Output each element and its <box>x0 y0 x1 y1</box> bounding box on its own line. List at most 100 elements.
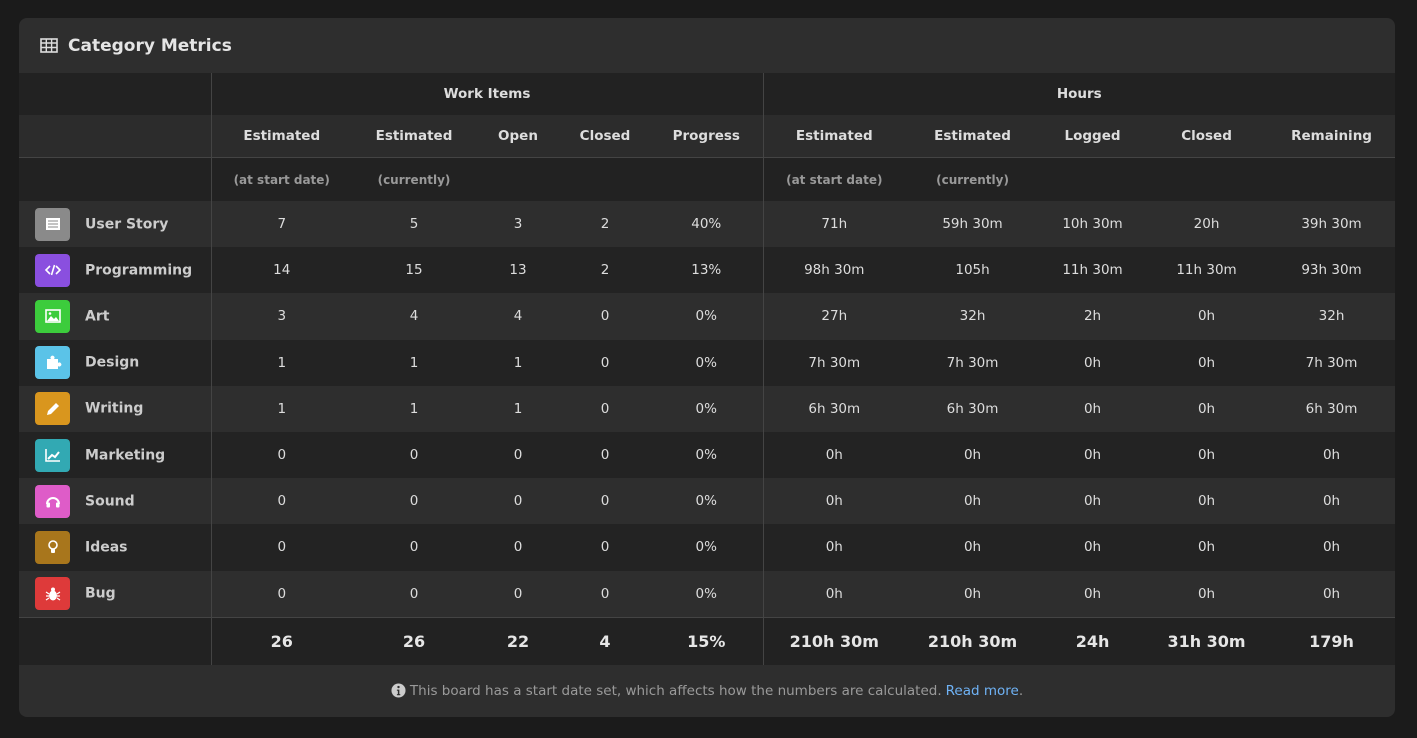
column-subheader <box>560 157 650 201</box>
cell-closed: 0h <box>1145 293 1269 340</box>
metrics-table: Work Items Hours Estimated Estimated Open C… <box>19 73 1395 665</box>
cell-open: 0 <box>476 570 560 618</box>
totals-row: 26 26 22 4 15% 210h 30m 210h 30m 24h 31h 30m 179h <box>19 616 1395 665</box>
cell-estimated: 59h 30m <box>905 201 1041 248</box>
cell-logged: 0h <box>1040 524 1146 571</box>
column-subheader <box>476 157 560 201</box>
column-header-estimated: Estimated <box>905 115 1041 158</box>
cell-estimated: 0h <box>762 478 906 525</box>
cell-remaining: 0h <box>1268 524 1395 571</box>
cell-estimated: 0 <box>352 570 476 618</box>
cell-estimated: 105h <box>905 247 1041 294</box>
cell-logged: 2h <box>1040 293 1146 340</box>
category-cell: Writing <box>19 385 211 432</box>
cell-estimated: 1 <box>352 385 476 432</box>
group-blank <box>19 73 211 115</box>
column-subheader: (currently) <box>352 157 476 201</box>
cell-logged: 0h <box>1040 385 1146 432</box>
cell-progress: 0% <box>650 339 764 386</box>
total-estimated: 26 <box>210 616 352 665</box>
cell-remaining: 32h <box>1268 293 1395 340</box>
cell-closed: 2 <box>560 247 650 294</box>
cell-estimated: 0 <box>210 524 352 571</box>
cell-estimated: 0 <box>210 478 352 525</box>
cell-estimated: 1 <box>352 339 476 386</box>
category-cell: Ideas <box>19 524 211 571</box>
cell-remaining: 0h <box>1268 431 1395 479</box>
column-header-closed: Closed <box>1145 115 1269 158</box>
category-cell: Sound <box>19 478 211 525</box>
lightbulb-icon <box>35 530 70 564</box>
cell-closed: 0h <box>1145 524 1269 571</box>
cell-logged: 10h 30m <box>1040 201 1146 248</box>
cell-closed: 0 <box>560 339 650 386</box>
total-estimated: 210h 30m <box>905 616 1041 665</box>
total-closed: 31h 30m <box>1145 616 1269 665</box>
cell-estimated: 0 <box>352 524 476 571</box>
category-name: Marketing <box>85 447 166 464</box>
total-closed: 4 <box>560 616 650 665</box>
footer-note: This board has a start date set, which a… <box>19 665 1395 717</box>
cell-closed: 0h <box>1145 339 1269 386</box>
cell-closed: 0 <box>560 478 650 525</box>
chart-line-icon <box>35 438 70 472</box>
cell-closed: 11h 30m <box>1145 247 1269 294</box>
category-cell: Art <box>19 293 211 340</box>
read-more-link[interactable]: Read more <box>945 682 1019 699</box>
cell-closed: 0h <box>1145 570 1269 618</box>
puzzle-icon <box>35 346 70 380</box>
table-row-design: Design 1 1 1 0 0% 7h 30m 7h 30m 0h 0h 7h 30m <box>19 339 1395 386</box>
list-icon <box>35 207 70 241</box>
table-row-marketing: Marketing 0 0 0 0 0% 0h 0h 0h 0h 0h <box>19 431 1395 479</box>
cell-open: 0 <box>476 524 560 571</box>
column-subheader <box>1268 157 1395 201</box>
column-subheader <box>1040 157 1146 201</box>
cell-estimated: 1 <box>210 385 352 432</box>
category-name: Bug <box>85 585 116 602</box>
totals-label <box>19 616 211 665</box>
cell-progress: 0% <box>650 524 764 571</box>
column-header-remaining: Remaining <box>1268 115 1395 158</box>
cell-estimated: 32h <box>905 293 1041 340</box>
category-name: Art <box>85 308 110 325</box>
cell-progress: 13% <box>650 247 764 294</box>
cell-estimated: 0h <box>762 570 906 618</box>
cell-remaining: 7h 30m <box>1268 339 1395 386</box>
cell-closed: 0h <box>1145 478 1269 525</box>
category-name: User Story <box>85 216 169 233</box>
headphones-icon <box>35 484 70 518</box>
cell-logged: 0h <box>1040 339 1146 386</box>
column-header-progress: Progress <box>650 115 764 158</box>
cell-estimated: 0h <box>905 478 1041 525</box>
cell-estimated: 98h 30m <box>762 247 906 294</box>
cell-estimated: 7h 30m <box>905 339 1041 386</box>
cell-estimated: 14 <box>210 247 352 294</box>
table-icon <box>40 38 58 53</box>
cell-logged: 11h 30m <box>1040 247 1146 294</box>
cell-open: 0 <box>476 478 560 525</box>
cell-open: 4 <box>476 293 560 340</box>
cell-remaining: 0h <box>1268 478 1395 525</box>
table-row-ideas: Ideas 0 0 0 0 0% 0h 0h 0h 0h 0h <box>19 524 1395 571</box>
cell-progress: 0% <box>650 293 764 340</box>
category-metrics-panel: Category Metrics Work Items Hours Estima… <box>19 18 1395 717</box>
column-subheader: (currently) <box>905 157 1041 201</box>
category-name: Ideas <box>85 539 128 556</box>
cell-estimated: 5 <box>352 201 476 248</box>
image-icon <box>35 299 70 333</box>
column-header-estimated: Estimated <box>762 115 906 158</box>
cell-estimated: 6h 30m <box>905 385 1041 432</box>
column-header-open: Open <box>476 115 560 158</box>
column-header-closed: Closed <box>560 115 650 158</box>
total-open: 22 <box>476 616 560 665</box>
cell-closed: 0 <box>560 293 650 340</box>
total-logged: 24h <box>1040 616 1146 665</box>
column-header-logged: Logged <box>1040 115 1146 158</box>
cell-closed: 20h <box>1145 201 1269 248</box>
cell-remaining: 39h 30m <box>1268 201 1395 248</box>
cell-estimated: 1 <box>210 339 352 386</box>
cell-estimated: 6h 30m <box>762 385 906 432</box>
cell-progress: 0% <box>650 478 764 525</box>
cell-estimated: 27h <box>762 293 906 340</box>
cell-progress: 40% <box>650 201 764 248</box>
